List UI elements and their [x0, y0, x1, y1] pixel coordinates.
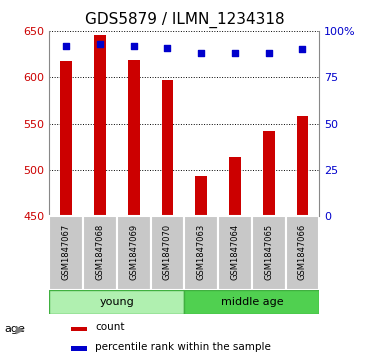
Point — [63, 43, 69, 49]
Point — [97, 41, 103, 47]
Text: GSM1847068: GSM1847068 — [95, 224, 104, 280]
Text: GSM1847070: GSM1847070 — [163, 224, 172, 280]
Bar — [71, 346, 87, 351]
Title: GDS5879 / ILMN_1234318: GDS5879 / ILMN_1234318 — [85, 12, 284, 28]
Bar — [71, 327, 87, 331]
Text: count: count — [95, 322, 125, 332]
Bar — [94, 36, 106, 216]
Bar — [252, 216, 286, 290]
Bar — [229, 157, 241, 216]
Bar — [49, 290, 184, 314]
Text: GSM1847064: GSM1847064 — [230, 224, 239, 280]
Text: GSM1847069: GSM1847069 — [129, 224, 138, 280]
Bar — [184, 216, 218, 290]
Bar — [218, 216, 252, 290]
Text: GSM1847066: GSM1847066 — [298, 224, 307, 280]
Text: ▶: ▶ — [16, 324, 25, 334]
Point — [266, 50, 272, 56]
Bar — [297, 116, 308, 216]
Bar — [49, 216, 83, 290]
Bar — [184, 290, 319, 314]
Point — [198, 50, 204, 56]
Bar — [150, 216, 184, 290]
Text: age: age — [4, 324, 25, 334]
Bar — [128, 60, 139, 216]
Bar — [60, 61, 72, 216]
Point — [165, 45, 170, 50]
Bar — [162, 80, 173, 216]
Text: GSM1847067: GSM1847067 — [62, 224, 71, 280]
Text: middle age: middle age — [220, 297, 283, 307]
Bar — [83, 216, 117, 290]
Bar — [117, 216, 150, 290]
Text: young: young — [99, 297, 134, 307]
Bar — [263, 131, 274, 216]
Text: percentile rank within the sample: percentile rank within the sample — [95, 342, 271, 352]
Bar — [286, 216, 319, 290]
Point — [232, 50, 238, 56]
Text: GSM1847063: GSM1847063 — [197, 224, 206, 280]
Text: GSM1847065: GSM1847065 — [264, 224, 273, 280]
Point — [300, 46, 306, 52]
Point — [131, 43, 137, 49]
Bar — [195, 176, 207, 216]
